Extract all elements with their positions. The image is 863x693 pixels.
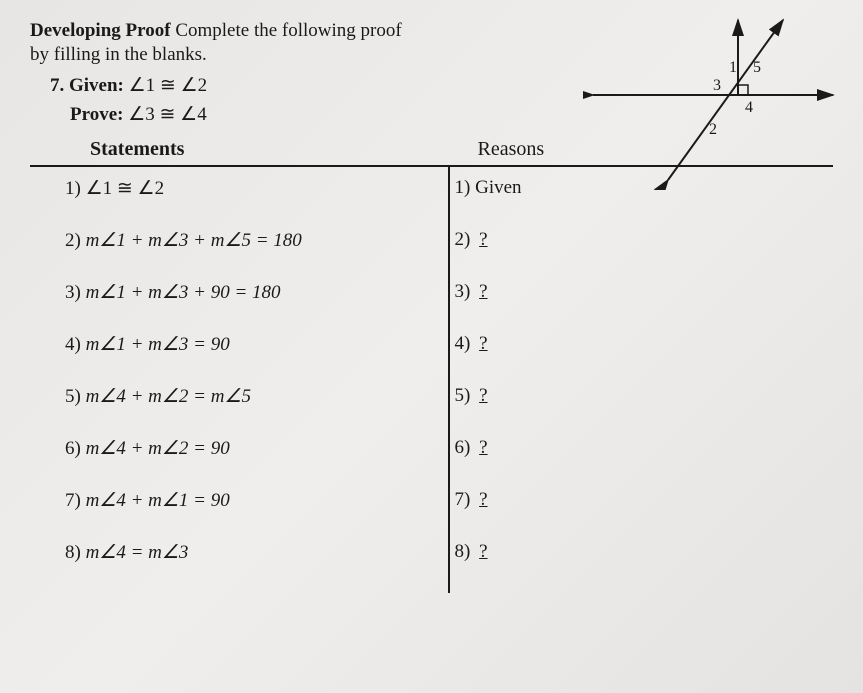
reason-5: 5) ? <box>455 385 833 409</box>
diagram-label-3: 3 <box>713 77 721 94</box>
statements-column: 1) ∠1 ≅ ∠2 2) m∠1 + m∠3 + m∠5 = 180 3) m… <box>30 167 448 593</box>
reason-4: 4) ? <box>455 333 833 357</box>
r7-blank[interactable]: ? <box>475 489 491 510</box>
reasons-column: 1) Given 2) ? 3) ? 4) ? 5) ? 6) ? 7) ? <box>448 167 833 593</box>
s5-prefix: 5) <box>65 386 86 407</box>
s2-prefix: 2) <box>65 230 86 251</box>
r5-prefix: 5) <box>455 385 476 406</box>
statement-1: 1) ∠1 ≅ ∠2 <box>65 177 448 201</box>
r8-prefix: 8) <box>455 541 476 562</box>
diagram-label-4: 4 <box>745 99 753 116</box>
r4-blank[interactable]: ? <box>475 333 491 354</box>
r3-prefix: 3) <box>455 281 476 302</box>
r6-prefix: 6) <box>455 437 476 458</box>
title-bold: Developing Proof <box>30 20 171 41</box>
reason-8: 8) ? <box>455 541 833 565</box>
statement-6: 6) m∠4 + m∠2 = 90 <box>65 437 448 461</box>
r3-blank[interactable]: ? <box>475 281 491 302</box>
reason-2: 2) ? <box>455 229 833 253</box>
r2-prefix: 2) <box>455 229 476 250</box>
s7-expr: m∠4 + m∠1 = 90 <box>86 490 230 511</box>
s2-expr: m∠1 + m∠3 + m∠5 = 180 <box>86 230 302 251</box>
diagram-label-5: 5 <box>753 59 761 76</box>
given-expression: ∠1 ≅ ∠2 <box>129 75 208 96</box>
diagram-label-2: 2 <box>709 121 717 138</box>
statement-5: 5) m∠4 + m∠2 = m∠5 <box>65 385 448 409</box>
r4-prefix: 4) <box>455 333 476 354</box>
statement-2: 2) m∠1 + m∠3 + m∠5 = 180 <box>65 229 448 253</box>
r6-blank[interactable]: ? <box>475 437 491 458</box>
s3-expr: m∠1 + m∠3 + 90 = 180 <box>86 282 281 303</box>
s8-prefix: 8) <box>65 542 86 563</box>
proof-table: Statements Reasons 1) ∠1 ≅ ∠2 2) m∠1 + m… <box>30 138 833 593</box>
title-rest: Complete the following proof <box>171 20 402 41</box>
s5-expr: m∠4 + m∠2 = m∠5 <box>86 386 251 407</box>
reason-7: 7) ? <box>455 489 833 513</box>
reason-6: 6) ? <box>455 437 833 461</box>
reason-3: 3) ? <box>455 281 833 305</box>
statement-8: 8) m∠4 = m∠3 <box>65 541 448 565</box>
s4-expr: m∠1 + m∠3 = 90 <box>86 334 230 355</box>
statements-header: Statements <box>30 138 448 161</box>
s3-prefix: 3) <box>65 282 86 303</box>
s8-expr: m∠4 = m∠3 <box>86 542 189 563</box>
prove-expression: ∠3 ≅ ∠4 <box>128 104 207 125</box>
prove-label: Prove: <box>70 104 128 125</box>
statement-3: 3) m∠1 + m∠3 + 90 = 180 <box>65 281 448 305</box>
problem-number: 7. Given: <box>50 75 129 96</box>
r7-prefix: 7) <box>455 489 476 510</box>
s7-prefix: 7) <box>65 490 86 511</box>
s6-expr: m∠4 + m∠2 = 90 <box>86 438 230 459</box>
s4-prefix: 4) <box>65 334 86 355</box>
r5-blank[interactable]: ? <box>475 385 491 406</box>
r8-blank[interactable]: ? <box>475 541 491 562</box>
r2-blank[interactable]: ? <box>475 229 491 250</box>
statement-4: 4) m∠1 + m∠3 = 90 <box>65 333 448 357</box>
table-body: 1) ∠1 ≅ ∠2 2) m∠1 + m∠3 + m∠5 = 180 3) m… <box>30 167 833 593</box>
s6-prefix: 6) <box>65 438 86 459</box>
angle-diagram: 1 5 3 4 2 <box>583 10 843 190</box>
statement-7: 7) m∠4 + m∠1 = 90 <box>65 489 448 513</box>
diagram-label-1: 1 <box>729 59 737 76</box>
